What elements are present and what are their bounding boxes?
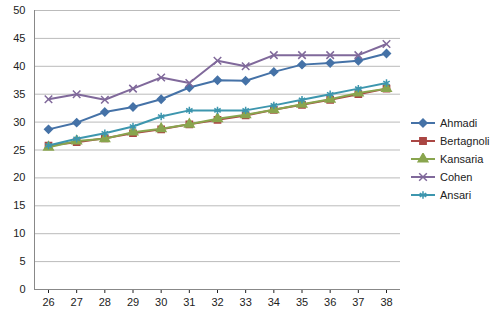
html-text:Cohen: Cohen bbox=[440, 170, 473, 183]
svg-text:50: 50 bbox=[13, 4, 25, 16]
svg-text:38: 38 bbox=[380, 296, 392, 308]
html-text:Ahmadi: Ahmadi bbox=[440, 116, 478, 129]
svg-text:31: 31 bbox=[183, 296, 195, 308]
svg-text:15: 15 bbox=[13, 199, 25, 211]
svg-text:26: 26 bbox=[42, 296, 54, 308]
svg-text:33: 33 bbox=[240, 296, 252, 308]
svg-text:37: 37 bbox=[352, 296, 364, 308]
svg-text:0: 0 bbox=[19, 283, 25, 295]
svg-text:10: 10 bbox=[13, 227, 25, 239]
html-text:Ansari: Ansari bbox=[440, 188, 472, 201]
svg-text:34: 34 bbox=[268, 296, 280, 308]
svg-text:5: 5 bbox=[19, 255, 25, 267]
svg-text:40: 40 bbox=[13, 60, 25, 72]
html-text:Kansaria: Kansaria bbox=[440, 152, 484, 165]
svg-text:30: 30 bbox=[155, 296, 167, 308]
svg-text:28: 28 bbox=[99, 296, 111, 308]
svg-text:32: 32 bbox=[211, 296, 223, 308]
svg-text:20: 20 bbox=[13, 171, 25, 183]
svg-text:35: 35 bbox=[13, 88, 25, 100]
svg-text:29: 29 bbox=[127, 296, 139, 308]
svg-text:45: 45 bbox=[13, 32, 25, 44]
svg-text:30: 30 bbox=[13, 116, 25, 128]
svg-text:36: 36 bbox=[324, 296, 336, 308]
svg-text:27: 27 bbox=[71, 296, 83, 308]
svg-text:25: 25 bbox=[13, 144, 25, 156]
svg-text:35: 35 bbox=[296, 296, 308, 308]
html-text:Bertagnoli: Bertagnoli bbox=[440, 134, 490, 147]
